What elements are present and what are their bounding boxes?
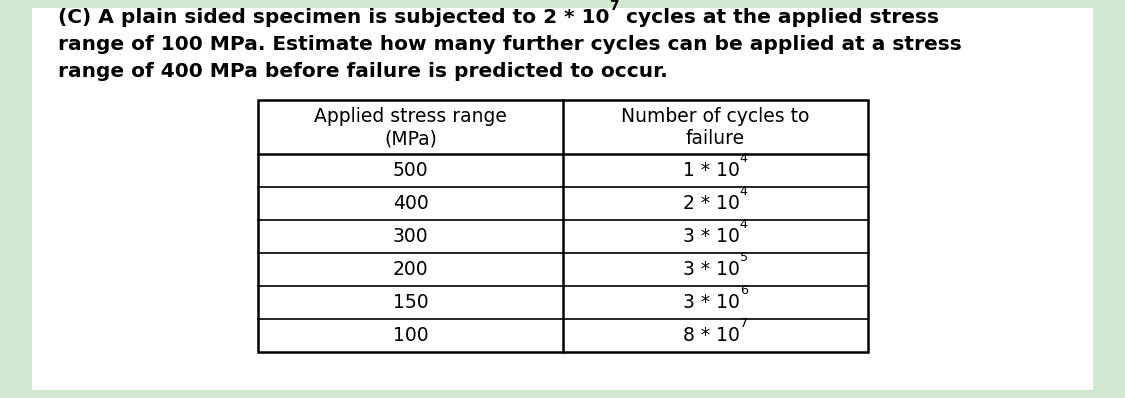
Text: (MPa): (MPa) xyxy=(384,129,437,148)
Text: 1 * 10: 1 * 10 xyxy=(683,161,740,180)
Text: 5: 5 xyxy=(740,251,748,264)
Text: 3 * 10: 3 * 10 xyxy=(683,227,740,246)
Text: 3 * 10: 3 * 10 xyxy=(683,260,740,279)
Text: 100: 100 xyxy=(393,326,429,345)
Text: cycles at the applied stress: cycles at the applied stress xyxy=(619,8,939,27)
Text: 8 * 10: 8 * 10 xyxy=(683,326,740,345)
Text: 4: 4 xyxy=(740,152,748,165)
Text: 4: 4 xyxy=(740,185,748,198)
Text: 200: 200 xyxy=(393,260,429,279)
Text: 2 * 10: 2 * 10 xyxy=(683,194,740,213)
Text: Applied stress range: Applied stress range xyxy=(314,107,507,125)
Text: 3 * 10: 3 * 10 xyxy=(683,293,740,312)
Text: range of 400 MPa before failure is predicted to occur.: range of 400 MPa before failure is predi… xyxy=(58,62,668,81)
Text: failure: failure xyxy=(686,129,745,148)
Text: 300: 300 xyxy=(393,227,429,246)
Text: 150: 150 xyxy=(393,293,429,312)
FancyBboxPatch shape xyxy=(32,8,1094,390)
Text: Number of cycles to: Number of cycles to xyxy=(621,107,810,125)
Text: 6: 6 xyxy=(740,284,748,297)
Text: range of 100 MPa. Estimate how many further cycles can be applied at a stress: range of 100 MPa. Estimate how many furt… xyxy=(58,35,962,54)
Text: 4: 4 xyxy=(740,218,748,231)
Text: (C) A plain sided specimen is subjected to 2 * 10: (C) A plain sided specimen is subjected … xyxy=(58,8,610,27)
Text: 500: 500 xyxy=(393,161,429,180)
Text: 400: 400 xyxy=(393,194,429,213)
Text: 7: 7 xyxy=(610,0,619,13)
FancyBboxPatch shape xyxy=(258,100,868,352)
Text: 7: 7 xyxy=(740,317,748,330)
